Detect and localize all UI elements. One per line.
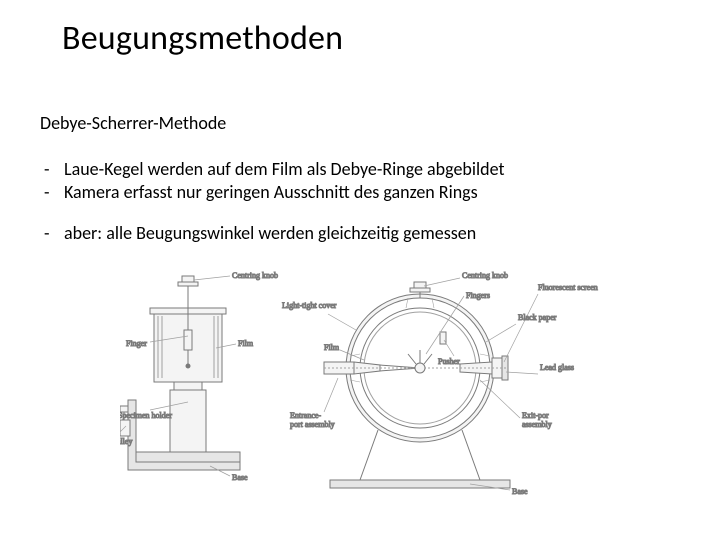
label-exit-port: Exit-por assembly <box>522 411 552 429</box>
bullet-item: Laue-Kegel werden auf dem Film als Debye… <box>40 158 504 181</box>
slide-title: Beugungsmethoden <box>62 18 343 59</box>
label-fingers: Fingers <box>466 291 490 300</box>
label-lead-glass: Lead glass <box>540 363 574 372</box>
left-side-view: Centring knob Finger Film Specimen holde… <box>120 271 278 482</box>
bullet-item: Kamera erfasst nur geringen Ausschnitt d… <box>40 181 504 204</box>
label-finger: Finger <box>126 339 147 348</box>
label-specimen-holder: Specimen holder <box>120 411 172 420</box>
label-base-left: Base <box>232 473 248 482</box>
label-fluorescent-screen: Fluorescent screen <box>538 283 598 292</box>
label-film-left: Film <box>238 339 254 348</box>
right-top-view: Centring knob Fingers Light-tight cover … <box>282 271 598 496</box>
debye-scherrer-diagram: Centring knob Finger Film Specimen holde… <box>120 270 600 510</box>
label-entrance-port: Entrance- port assembly <box>290 411 335 429</box>
diagram-figure: Centring knob Finger Film Specimen holde… <box>120 270 600 510</box>
label-light-tight-cover: Light-tight cover <box>282 301 337 310</box>
bullet-group-2: aber: alle Beugungswinkel werden gleichz… <box>40 222 476 245</box>
label-black-paper: Black paper <box>518 313 557 322</box>
bullet-group-1: Laue-Kegel werden auf dem Film als Debye… <box>40 158 504 203</box>
label-pulley: Pulley <box>120 437 132 446</box>
label-centring-knob-right: Centring knob <box>462 271 508 280</box>
slide-subtitle: Debye-Scherrer-Methode <box>40 112 226 134</box>
label-base-right: Base <box>512 487 528 496</box>
bullet-item: aber: alle Beugungswinkel werden gleichz… <box>40 222 476 245</box>
label-pusher: Pusher <box>438 357 460 366</box>
label-centring-knob-left: Centring knob <box>232 271 278 280</box>
label-film-right: Film <box>324 343 340 352</box>
